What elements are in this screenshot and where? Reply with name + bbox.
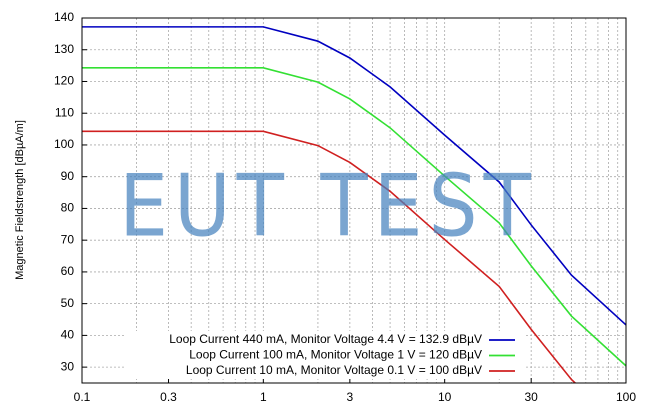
x-tick-label: 0.3 xyxy=(160,390,177,404)
y-tick-label: 130 xyxy=(54,42,74,56)
x-tick-label: 30 xyxy=(525,390,539,404)
watermark: EUT TEST xyxy=(119,156,537,256)
x-tick-label: 1 xyxy=(260,390,267,404)
legend-label: Loop Current 440 mA, Monitor Voltage 4.4… xyxy=(169,332,482,346)
series-line xyxy=(82,130,577,383)
x-tick-label: 3 xyxy=(347,390,354,404)
y-axis-label: Magnetic Fieldstrength [dBµA/m] xyxy=(14,120,26,280)
legend-label: Loop Current 10 mA, Monitor Voltage 0.1 … xyxy=(186,363,482,377)
y-tick-label: 80 xyxy=(61,201,75,215)
y-tick-label: 100 xyxy=(54,137,74,151)
y-tick-label: 140 xyxy=(54,10,74,24)
x-tick-label: 0.1 xyxy=(74,390,91,404)
x-tick-label: 10 xyxy=(438,390,452,404)
plot-lines xyxy=(82,26,626,383)
legend-box xyxy=(124,331,524,379)
x-tick-label: 100 xyxy=(616,390,636,404)
y-tick-label: 30 xyxy=(61,359,75,373)
legend-label: Loop Current 100 mA, Monitor Voltage 1 V… xyxy=(189,348,482,362)
series-line xyxy=(82,26,626,326)
y-tick-label: 50 xyxy=(61,296,75,310)
y-tick-label: 110 xyxy=(55,105,74,119)
y-tick-label: 60 xyxy=(61,264,75,278)
plot-frame xyxy=(81,17,627,384)
y-tick-label: 120 xyxy=(54,74,74,88)
y-tick-label: 70 xyxy=(61,232,75,246)
y-tick-label: 90 xyxy=(61,169,75,183)
series-line xyxy=(82,67,626,367)
y-tick-label: 40 xyxy=(61,328,75,342)
